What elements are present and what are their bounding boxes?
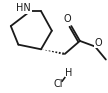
Text: H: H — [65, 68, 73, 78]
Text: O: O — [94, 38, 102, 48]
Text: O: O — [63, 14, 71, 24]
Text: Cl: Cl — [54, 79, 63, 89]
Text: HN: HN — [16, 3, 31, 13]
